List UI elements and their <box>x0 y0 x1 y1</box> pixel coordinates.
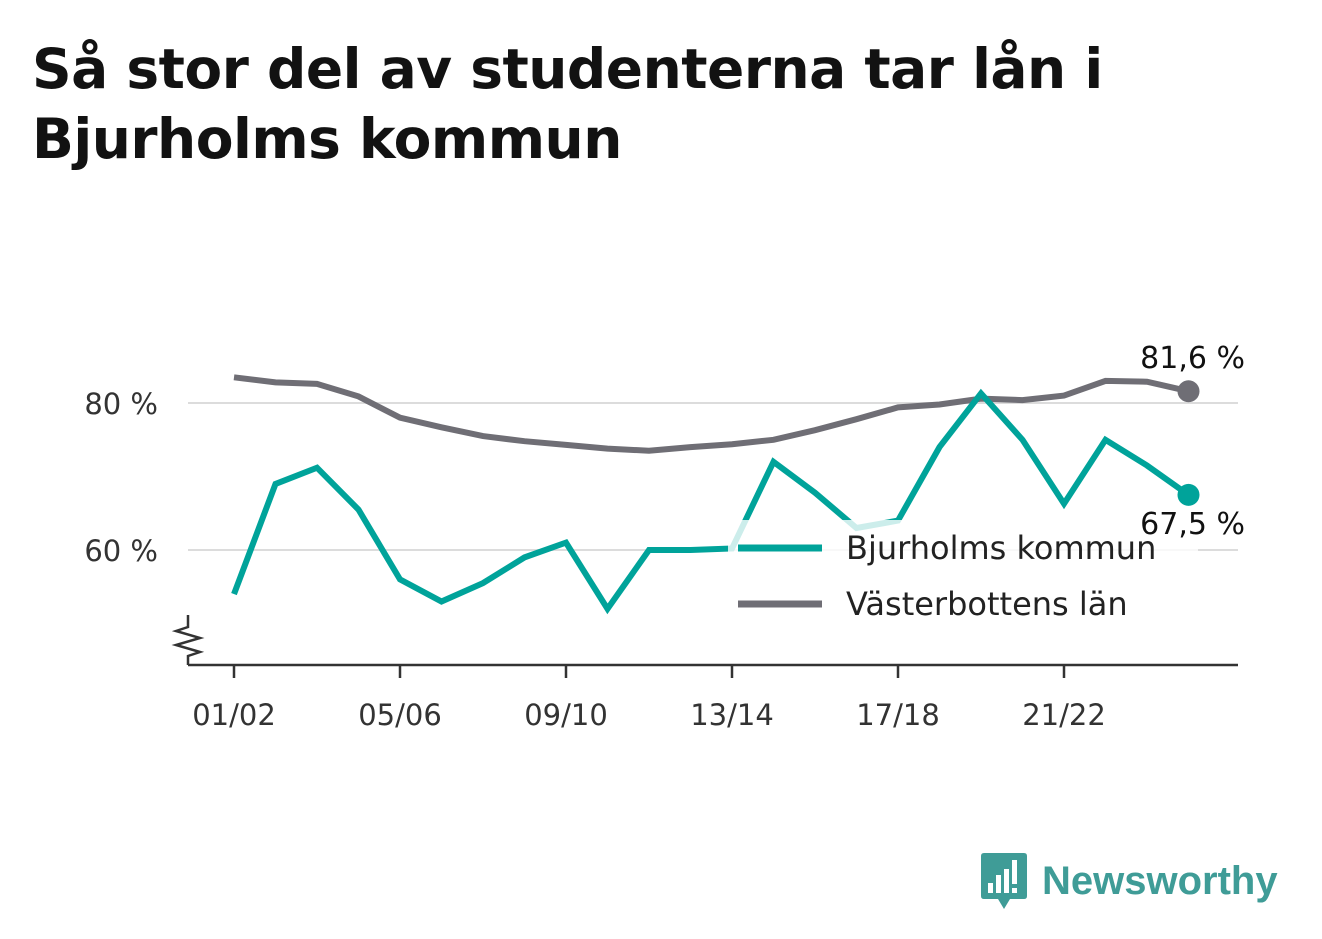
legend-label: Bjurholms kommun <box>846 529 1156 567</box>
y-tick-label: 80 % <box>84 387 158 421</box>
chart-title: Så stor del av studenterna tar lån i Bju… <box>32 37 1103 171</box>
legend-label: Västerbottens län <box>846 585 1128 623</box>
x-tick-label: 21/22 <box>1022 698 1106 732</box>
end-labels: 67,5 % 81,6 % <box>1140 341 1245 542</box>
newsworthy-logo-icon <box>981 853 1027 909</box>
x-tick-label: 05/06 <box>358 698 442 732</box>
x-tick-label: 17/18 <box>856 698 940 732</box>
end-marker-bjurholms <box>1177 483 1200 506</box>
y-tick-label: 60 % <box>84 534 158 568</box>
legend: Bjurholms kommun Västerbottens län <box>728 520 1198 623</box>
x-tick-label: 13/14 <box>690 698 774 732</box>
end-marker-vasterbotten <box>1177 380 1200 403</box>
brand-name: Newsworthy <box>1042 858 1278 903</box>
end-label-bjurholms: 67,5 % <box>1140 507 1245 542</box>
x-tick-label: 01/02 <box>192 698 276 732</box>
y-axis-break <box>171 615 205 665</box>
axis-layer: 60 % 80 % 01/02 05/06 09/10 13/14 17/18 21/22 <box>84 387 1238 732</box>
newsworthy-brand: Newsworthy <box>980 850 1278 912</box>
series-layer <box>231 374 1191 615</box>
end-label-vasterbotten: 81,6 % <box>1140 341 1245 376</box>
series-line-bjurholms <box>231 388 1191 615</box>
series-line-vasterbotten <box>233 374 1190 454</box>
x-tick-label: 09/10 <box>524 698 608 732</box>
